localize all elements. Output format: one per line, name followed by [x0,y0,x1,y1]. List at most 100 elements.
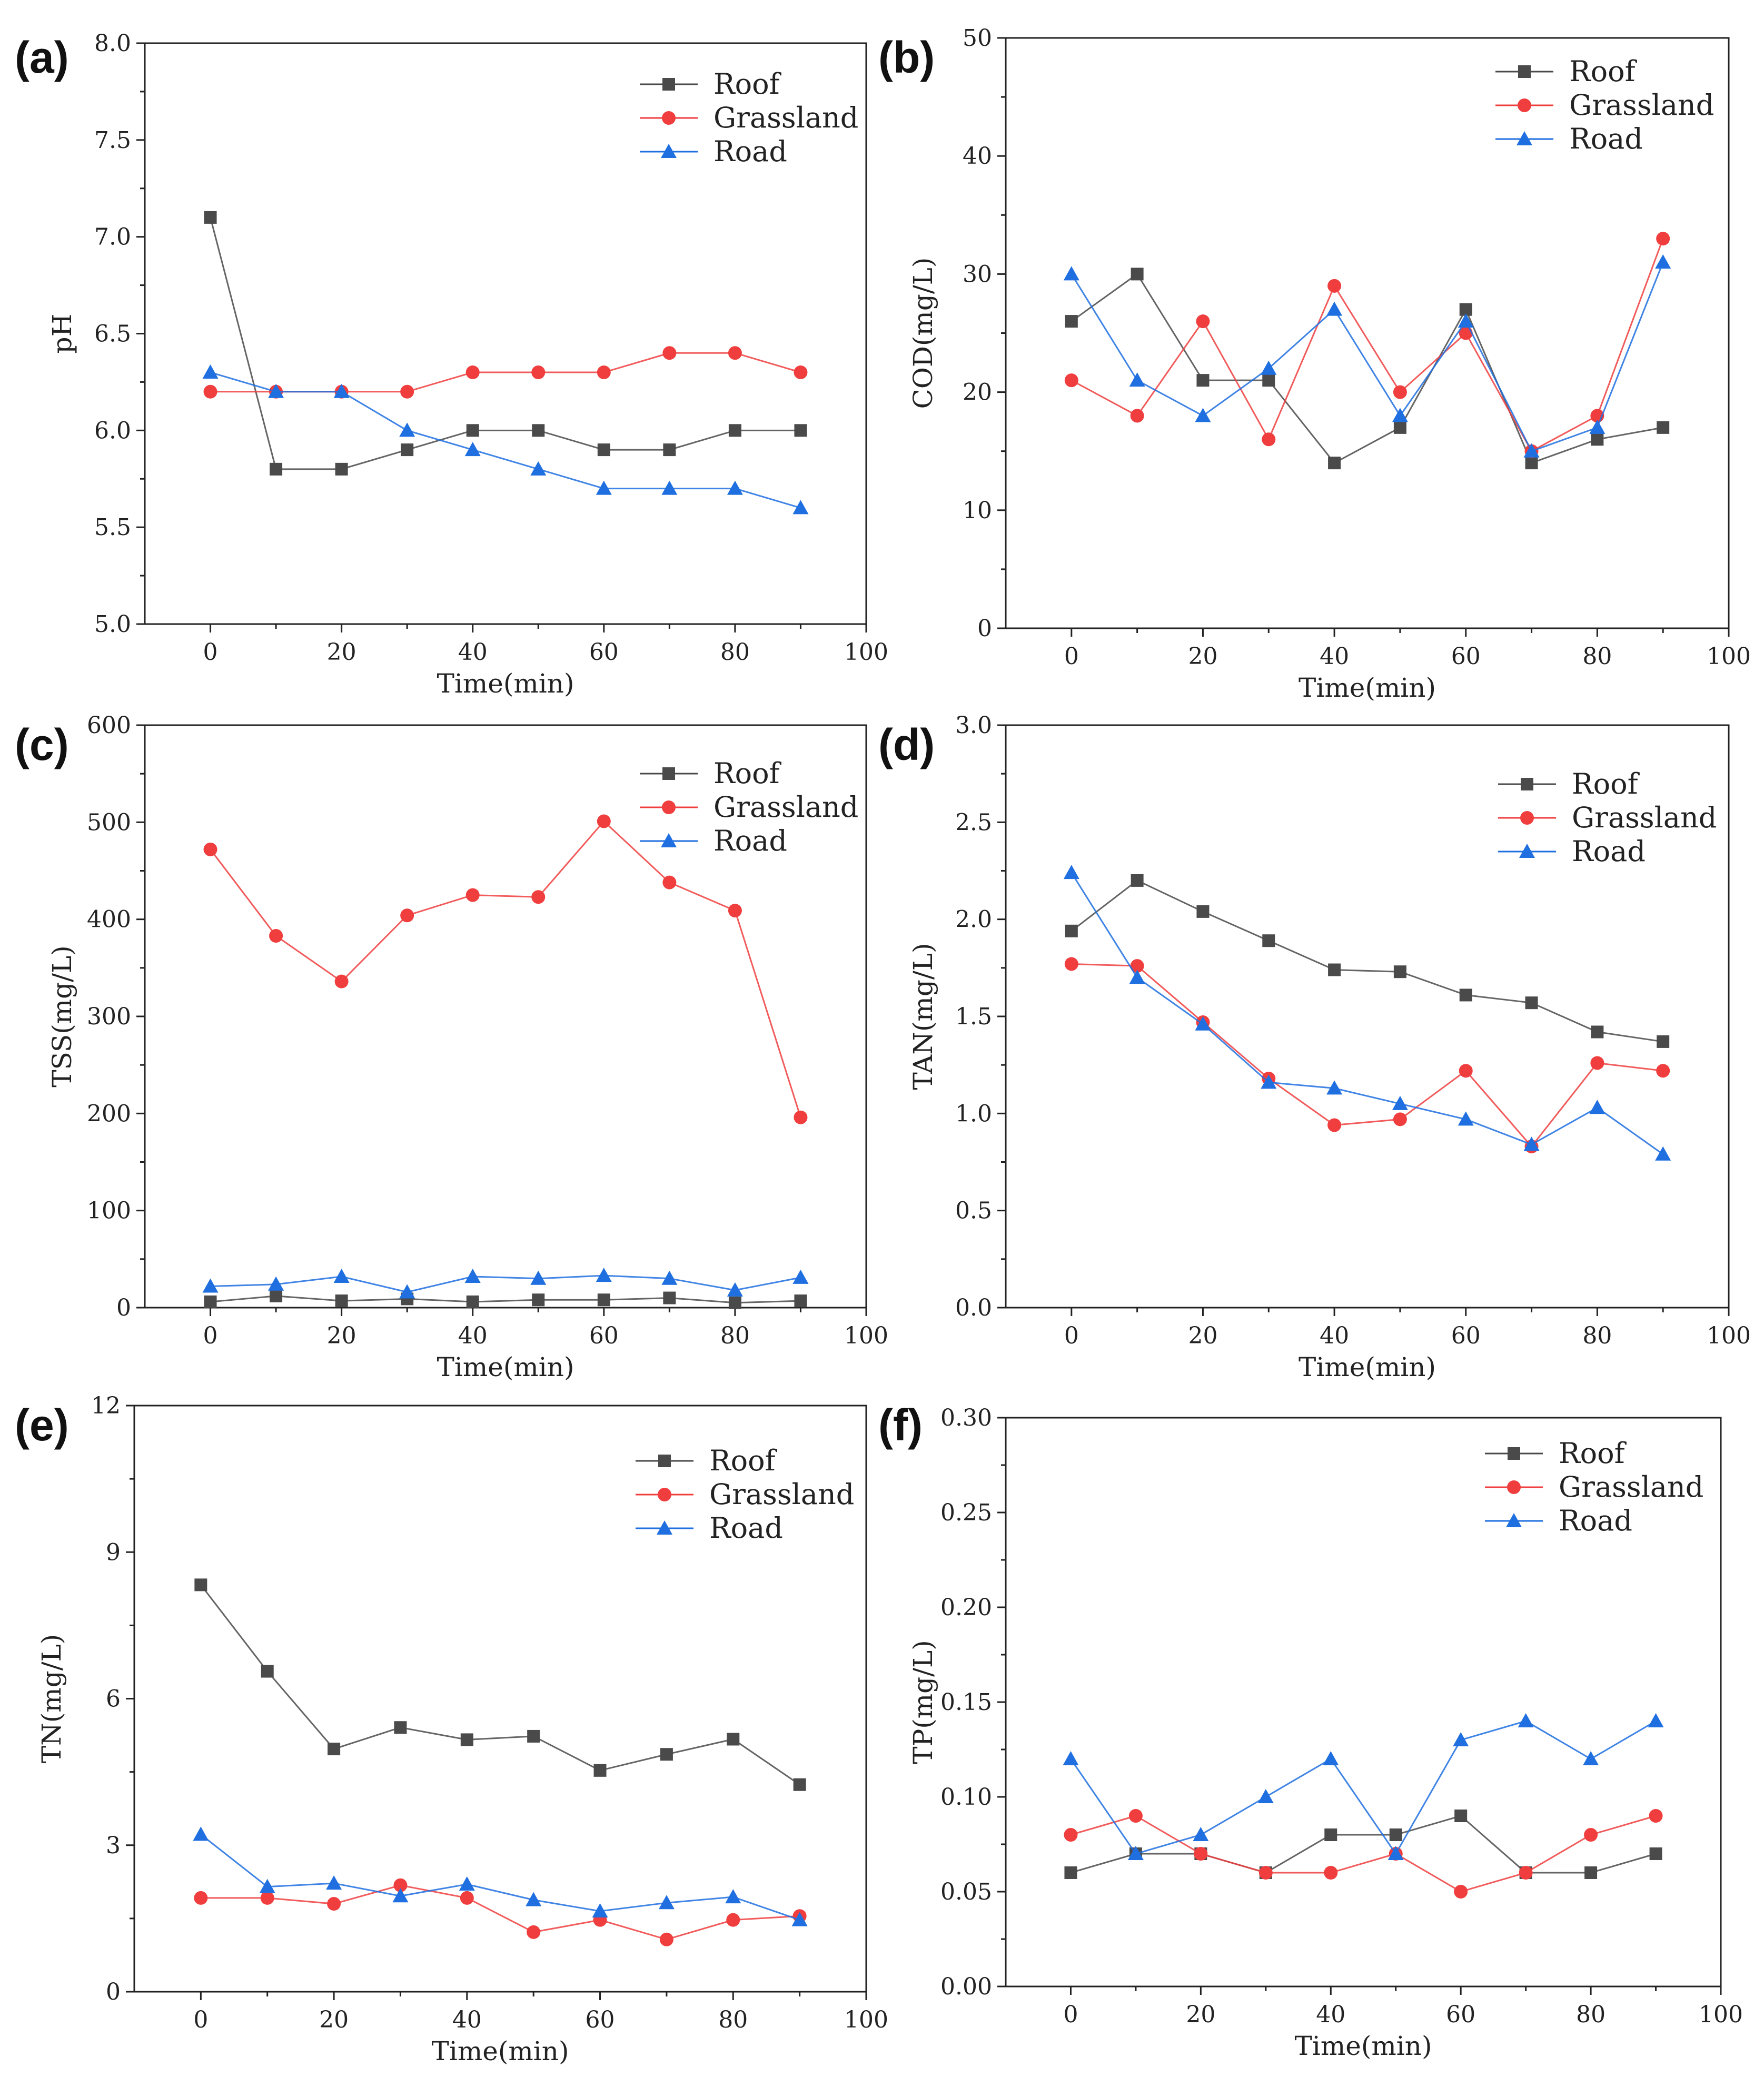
data-point [659,1932,673,1946]
x-tick-label: 0 [193,2006,208,2033]
data-point [334,974,349,988]
series-line [1071,1815,1656,1874]
data-point [1389,1828,1402,1841]
data-point [531,365,546,380]
x-tick-label: 60 [1451,643,1481,670]
data-point [1655,1146,1671,1161]
series-line [1070,1720,1657,1855]
legend-entry: Road [713,135,787,168]
data-point [1589,419,1606,434]
data-point [660,1748,673,1761]
series-line [200,1834,800,1921]
data-point [1128,1809,1143,1823]
data-point [1193,1827,1209,1841]
legend-entry: Roof [709,1444,778,1477]
data-point [593,1764,607,1777]
x-tick-label: 0 [203,1322,218,1349]
data-point [527,1729,540,1743]
data-point [392,1888,409,1903]
x-tick-label: 40 [458,1322,488,1349]
data-point [532,424,545,437]
x-tick-label: 40 [1320,1322,1349,1349]
data-point [269,929,283,943]
y-tick-label: 0.0 [955,1294,992,1321]
y-tick-label: 30 [963,261,992,288]
data-point [1196,905,1210,918]
data-point [1064,957,1078,971]
x-tick-label: 80 [720,1322,750,1349]
data-point [204,211,217,224]
data-point [1130,959,1144,973]
data-point [1326,301,1343,316]
y-tick-label: 0.25 [940,1499,992,1526]
data-point [1648,1713,1664,1727]
legend-entry: Roof [1569,55,1638,88]
legend-marker [1518,98,1531,112]
legend-marker [1520,811,1534,825]
data-point [1583,1751,1599,1765]
data-point [399,422,415,437]
data-point [1324,1828,1337,1841]
y-tick-label: 100 [87,1198,131,1224]
data-point [400,384,414,399]
data-point [1129,970,1145,984]
y-tick-label: 7.5 [94,127,131,154]
legend-entry: Grassland [1559,1470,1703,1504]
data-point [1525,457,1538,470]
data-point [1649,1847,1662,1860]
y-tick-label: 0.5 [955,1198,992,1224]
x-tick-label: 80 [1582,1322,1612,1349]
y-tick-label: 12 [91,1392,121,1419]
legend-entry: Roof [713,757,782,790]
x-tick-label: 60 [589,639,619,666]
series-grassland [203,814,808,1124]
legend-marker [1517,131,1532,145]
y-axis-title: TSS(mg/L) [47,945,77,1087]
legend-entry: Roof [1559,1437,1627,1470]
series-line [210,371,801,509]
series-roof [1065,268,1670,470]
data-point [531,890,546,904]
series-line [210,1295,801,1304]
x-tick-label: 100 [844,639,888,666]
y-axis-title: TAN(mg/L) [908,943,938,1090]
x-tick-label: 20 [327,639,356,666]
data-point [1195,1016,1211,1031]
data-point [663,443,676,457]
data-point [1590,1056,1604,1070]
data-point [658,1895,675,1910]
series-line [1071,273,1663,464]
panel-label: (f) [878,1400,923,1450]
data-point [1454,1810,1468,1822]
data-point [270,1289,283,1302]
data-point [661,1270,678,1285]
data-point [728,1296,741,1309]
data-point [203,842,217,856]
data-point [1523,443,1540,458]
series-grassland [203,346,808,399]
data-point [726,1913,740,1927]
data-point [1131,268,1144,281]
data-point [259,1879,275,1893]
series-line [1071,1815,1656,1893]
x-tick-label: 100 [1699,2001,1743,2028]
data-point [1649,1809,1663,1823]
data-point [203,384,217,399]
x-tick-label: 0 [1063,2001,1078,2028]
y-tick-label: 8.0 [94,30,131,57]
series-line [1071,963,1663,1148]
data-point [1459,988,1472,1002]
data-point [1262,934,1275,947]
data-point [1195,408,1211,422]
legend-marker [662,111,676,125]
data-point [1459,1064,1473,1078]
data-point [393,1878,408,1892]
y-tick-label: 50 [963,25,992,52]
data-point [1261,360,1277,375]
y-tick-label: 5.5 [94,514,131,541]
data-point [530,1270,547,1285]
y-tick-label: 0 [116,1294,131,1321]
x-tick-label: 60 [589,1322,619,1349]
data-point [1127,1846,1144,1860]
